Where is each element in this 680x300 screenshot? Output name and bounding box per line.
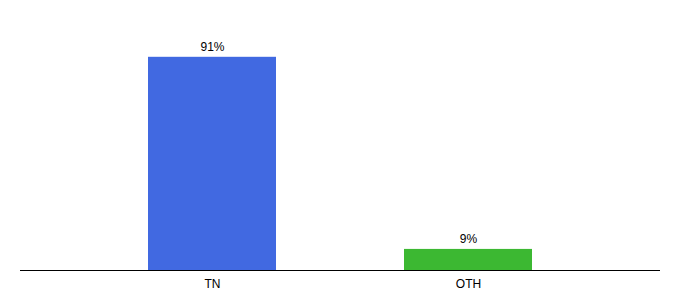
svg-text:TN: TN bbox=[205, 277, 221, 291]
svg-text:9%: 9% bbox=[460, 232, 478, 246]
svg-text:91%: 91% bbox=[200, 40, 224, 54]
svg-text:OTH: OTH bbox=[456, 277, 481, 291]
